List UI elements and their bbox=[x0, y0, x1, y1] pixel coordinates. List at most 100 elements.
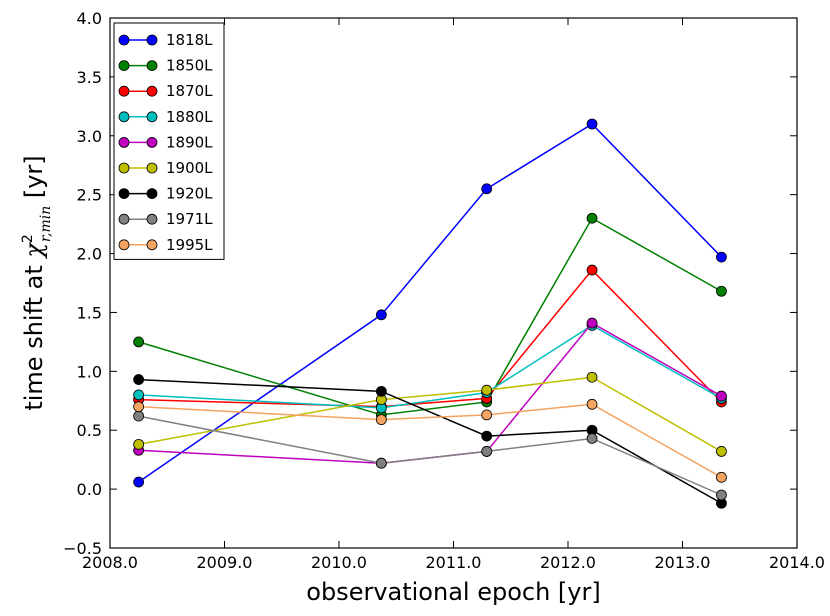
x-tick-label: 2013.0 bbox=[655, 553, 711, 572]
data-point-1995l bbox=[133, 401, 145, 413]
legend-marker bbox=[118, 239, 130, 251]
series-line-1900l bbox=[138, 376, 722, 453]
legend-marker bbox=[118, 85, 130, 97]
data-point-1900l bbox=[586, 371, 598, 383]
legend-entry-1880l: 1880L bbox=[118, 108, 213, 126]
legend-marker bbox=[118, 213, 130, 225]
x-tick-label: 2009.0 bbox=[197, 553, 253, 572]
data-point-1995l bbox=[586, 398, 598, 410]
y-axis-label-suffix: [yr] bbox=[20, 155, 48, 205]
series-1995l bbox=[133, 398, 727, 483]
legend-marker bbox=[118, 162, 130, 174]
data-point-1818l bbox=[133, 476, 145, 488]
legend-label: 1890L bbox=[166, 133, 213, 151]
y-tick-label: 3.5 bbox=[77, 68, 102, 87]
y-tick-label: 1.0 bbox=[77, 362, 102, 381]
legend-label: 1880L bbox=[166, 108, 213, 126]
y-axis-label-sup: 2 bbox=[20, 234, 36, 243]
legend-marker bbox=[118, 111, 130, 123]
y-tick-label: 2.0 bbox=[77, 245, 102, 264]
y-tick-label: 3.0 bbox=[77, 127, 102, 146]
data-point-1890l bbox=[586, 317, 598, 329]
data-point-1920l bbox=[375, 385, 387, 397]
legend-label: 1900L bbox=[166, 159, 213, 177]
data-point-1850l bbox=[586, 212, 598, 224]
series-1870l bbox=[133, 264, 727, 413]
data-point-1818l bbox=[375, 309, 387, 321]
series-1890l bbox=[133, 317, 727, 469]
series-line-1920l bbox=[138, 378, 722, 504]
series-1900l bbox=[133, 371, 727, 457]
legend-marker bbox=[146, 60, 158, 71]
legend-marker bbox=[146, 188, 158, 200]
data-point-1818l bbox=[586, 118, 598, 130]
legend-label: 1850L bbox=[166, 57, 213, 75]
legend-entry-1971l: 1971L bbox=[118, 210, 213, 228]
data-point-1920l bbox=[481, 430, 493, 442]
data-point-1818l bbox=[716, 251, 727, 263]
legend-entry-1890l: 1890L bbox=[118, 133, 213, 151]
data-point-1995l bbox=[481, 409, 493, 421]
y-axis-label: time shift at χ2 r,min [yr] bbox=[20, 155, 54, 410]
data-point-1971l bbox=[481, 446, 493, 457]
data-point-1971l bbox=[375, 457, 387, 469]
legend-entry-1850l: 1850L bbox=[118, 57, 213, 75]
legend-marker bbox=[146, 239, 158, 251]
y-axis-label-symbol: χ bbox=[20, 242, 48, 260]
series-line-1995l bbox=[138, 403, 722, 478]
legend-entry-1870l: 1870L bbox=[118, 82, 213, 100]
legend-label: 1995L bbox=[166, 236, 213, 254]
data-point-1850l bbox=[133, 336, 145, 348]
legend-marker bbox=[146, 213, 158, 225]
legend-marker bbox=[146, 136, 158, 148]
data-point-1971l bbox=[133, 410, 145, 422]
legend-marker bbox=[118, 188, 130, 200]
y-tick-label: 2.5 bbox=[77, 186, 102, 205]
legend-marker bbox=[118, 34, 130, 46]
data-point-1971l bbox=[716, 489, 727, 501]
legend-entry-1995l: 1995L bbox=[118, 236, 213, 254]
legend: 1818L 1850L 1870L 1880L 1890L 1900L 1920L 1971L… bbox=[113, 22, 225, 260]
x-tick-label: 2014.0 bbox=[769, 553, 825, 572]
data-point-1818l bbox=[481, 183, 493, 195]
y-tick-label: 4.0 bbox=[77, 9, 102, 28]
x-tick-label: 2012.0 bbox=[540, 553, 596, 572]
axis-ticks: 2008.0 2009.0 2010.0 2011.0 2012.0 2013.0 2014… bbox=[63, 9, 825, 572]
data-point-1995l bbox=[716, 471, 727, 483]
x-tick-label: 2010.0 bbox=[311, 553, 367, 572]
series-line-1890l bbox=[138, 322, 722, 464]
data-point-1890l bbox=[716, 390, 727, 402]
y-axis-label-prefix: time shift at bbox=[20, 258, 48, 411]
x-tick-label: 2008.0 bbox=[82, 553, 138, 572]
data-point-1995l bbox=[375, 414, 387, 426]
data-point-1900l bbox=[133, 438, 145, 450]
data-point-1920l bbox=[133, 374, 145, 385]
data-point-1850l bbox=[716, 285, 727, 297]
x-tick-label: 2011.0 bbox=[426, 553, 482, 572]
legend-marker bbox=[118, 136, 130, 148]
x-axis-label: observational epoch [yr] bbox=[306, 578, 600, 606]
y-tick-label: 1.5 bbox=[77, 303, 102, 322]
legend-label: 1920L bbox=[166, 185, 213, 203]
data-point-1880l bbox=[133, 389, 145, 401]
legend-marker bbox=[146, 34, 158, 46]
series-1971l bbox=[133, 410, 727, 501]
y-tick-label: 0.0 bbox=[77, 480, 102, 499]
legend-label: 1971L bbox=[166, 210, 213, 228]
legend-marker bbox=[146, 85, 158, 97]
data-point-1870l bbox=[586, 264, 598, 276]
data-point-1900l bbox=[481, 384, 493, 396]
series-1920l bbox=[133, 374, 727, 509]
legend-marker bbox=[146, 162, 158, 174]
data-point-1900l bbox=[716, 446, 727, 457]
series-layer bbox=[133, 118, 727, 509]
legend-entry-1920l: 1920L bbox=[118, 185, 213, 203]
legend-label: 1870L bbox=[166, 82, 213, 100]
series-line-1850l bbox=[138, 217, 722, 416]
legend-label: 1818L bbox=[166, 31, 213, 49]
legend-box bbox=[113, 22, 225, 260]
data-point-1971l bbox=[586, 433, 598, 444]
y-axis-label-sub: r,min bbox=[38, 206, 54, 242]
legend-marker bbox=[118, 60, 130, 71]
